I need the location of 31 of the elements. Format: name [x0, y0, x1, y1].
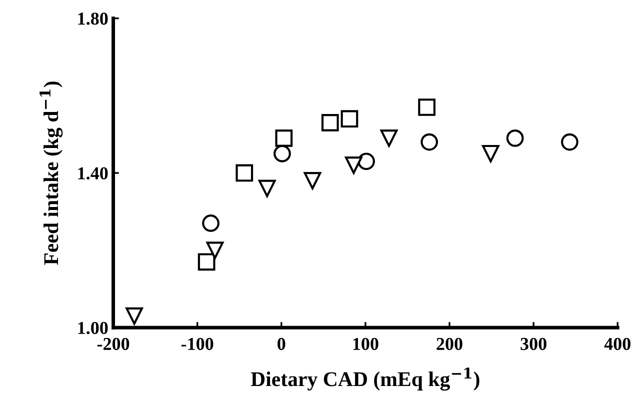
point — [236, 164, 254, 182]
point — [274, 144, 291, 162]
x-tick-label: 100 — [353, 338, 378, 350]
point — [506, 129, 524, 147]
point — [321, 114, 339, 132]
point — [344, 156, 362, 174]
x-tick-label: 200 — [436, 338, 462, 350]
x-tick-label: 300 — [520, 338, 546, 350]
point — [258, 180, 276, 198]
point — [202, 214, 220, 232]
y-tick-label: 1.00 — [78, 322, 108, 334]
y-tick-label: 1.40 — [78, 167, 108, 180]
point — [561, 133, 578, 151]
point — [420, 133, 438, 151]
point — [358, 152, 375, 170]
y-axis-title: Feed intake (kg d$^{−1}$) — [40, 82, 63, 265]
point — [418, 98, 436, 116]
point — [482, 144, 500, 162]
point — [206, 242, 224, 259]
point — [380, 129, 398, 147]
point — [340, 110, 358, 128]
x-tick-label: -200 — [97, 338, 130, 350]
y-tick-label: 1.80 — [78, 12, 108, 25]
point — [304, 172, 322, 190]
point — [275, 129, 293, 147]
x-axis-title: Dietary CAD (mEq kg$^{−1}$) — [250, 368, 480, 391]
x-tick-label: 400 — [604, 338, 630, 350]
point — [126, 307, 143, 325]
x-tick-label: 0 — [278, 338, 286, 350]
point — [198, 253, 216, 271]
x-tick-label: -100 — [181, 338, 214, 350]
